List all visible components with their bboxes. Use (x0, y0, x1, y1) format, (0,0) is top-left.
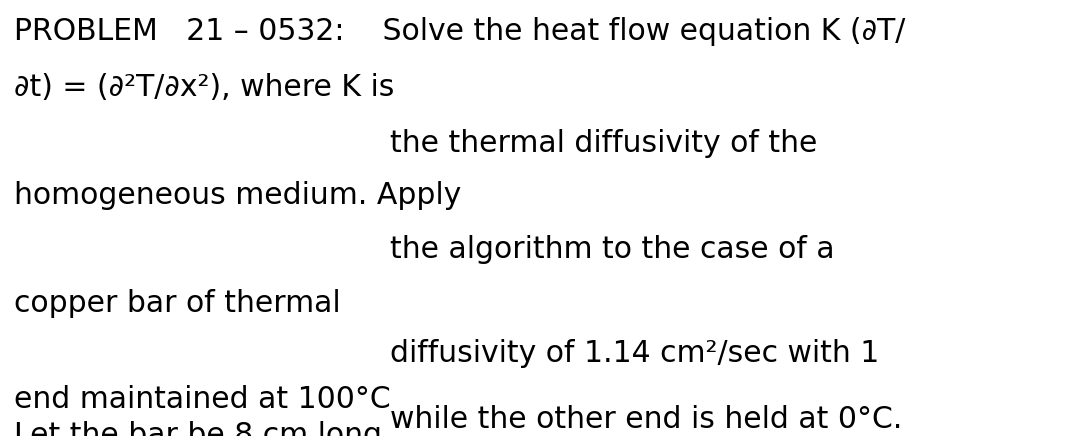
Text: PROBLEM   21 – 0532:    Solve the heat flow equation K (∂T/: PROBLEM 21 – 0532: Solve the heat flow e… (14, 17, 906, 47)
Text: Let the bar be 8 cm long: Let the bar be 8 cm long (14, 422, 382, 436)
Text: the algorithm to the case of a: the algorithm to the case of a (390, 235, 835, 265)
Text: the thermal diffusivity of the: the thermal diffusivity of the (390, 129, 817, 159)
Text: end maintained at 100°C: end maintained at 100°C (14, 385, 391, 415)
Text: diffusivity of 1.14 cm²/sec with 1: diffusivity of 1.14 cm²/sec with 1 (390, 340, 879, 368)
Text: homogeneous medium. Apply: homogeneous medium. Apply (14, 181, 461, 211)
Text: while the other end is held at 0°C.: while the other end is held at 0°C. (390, 405, 903, 435)
Text: copper bar of thermal: copper bar of thermal (14, 290, 340, 319)
Text: ∂t) = (∂²T/∂x²), where K is: ∂t) = (∂²T/∂x²), where K is (14, 74, 394, 102)
